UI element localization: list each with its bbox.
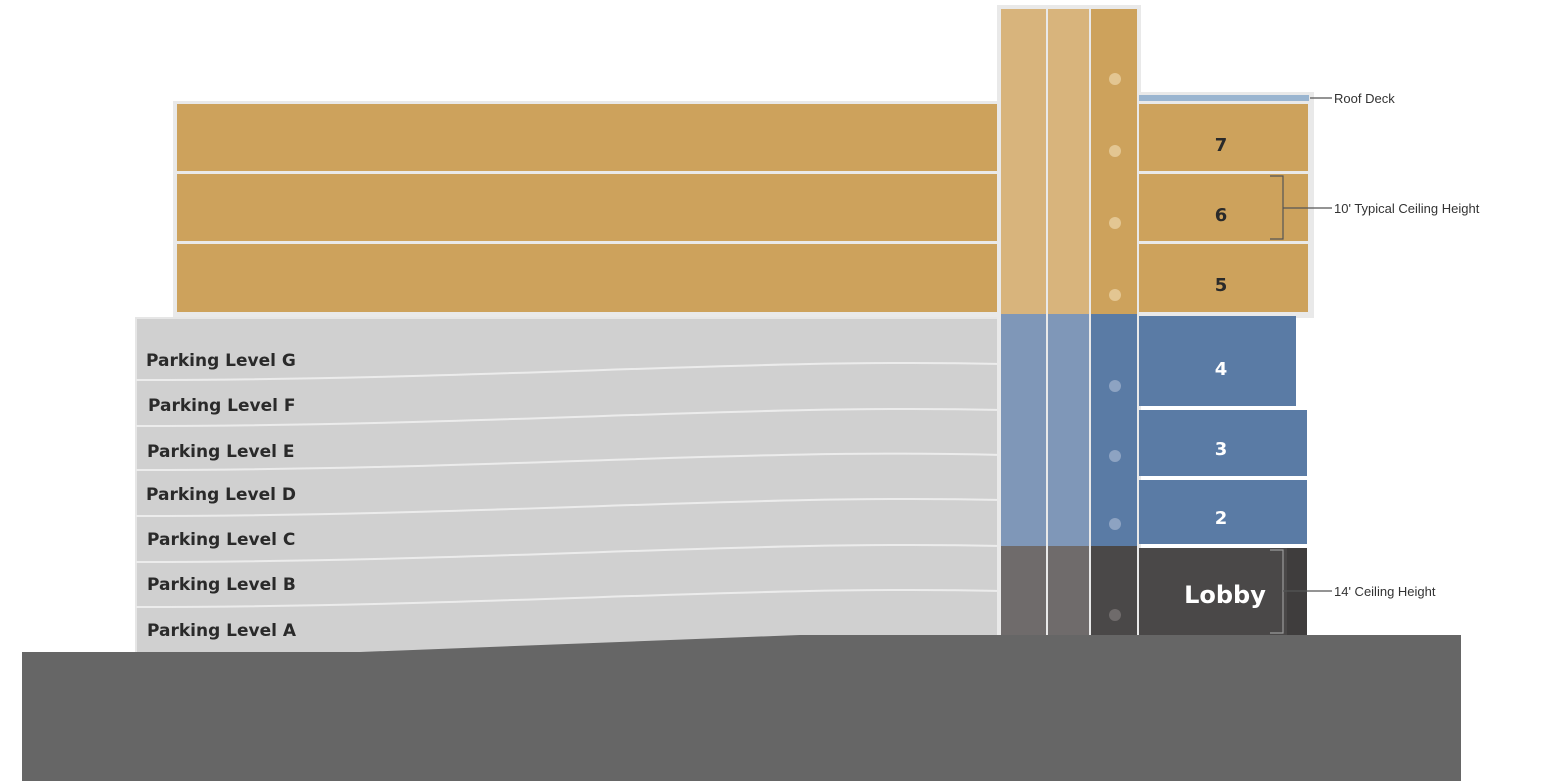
elevator-stop [1109,145,1121,157]
floor-stack: 7 6 5 4 3 2 Lobby [1137,92,1314,636]
elevator-stop [1109,518,1121,530]
core-shaft-lobby [1001,546,1089,636]
lobby-label: Lobby [1184,581,1266,609]
core-shaft-office [1001,314,1089,546]
elevator-stop [1109,73,1121,85]
ramp-line [135,497,1003,517]
callouts: Roof Deck 10' Typical Ceiling Height 14'… [1270,91,1480,634]
residential-wing-floor-6 [177,174,1001,241]
ramp-line [135,361,1003,381]
ramp-line [135,452,1003,471]
floor-5 [1139,244,1308,312]
floor-number: 4 [1215,359,1228,380]
elevator-stop [1109,380,1121,392]
residential-wing-floor-5 [177,244,1001,312]
lobby-ceiling-callout: 14' Ceiling Height [1334,584,1436,599]
parking-level-label: Parking Level D [146,485,296,505]
ramp-line [135,543,1003,563]
floor-number: 5 [1215,275,1228,296]
ramp-line [135,588,1003,608]
floor-2 [1139,480,1307,544]
parking-level-label: Parking Level E [147,442,295,462]
vertical-core [997,5,1141,637]
roof-deck [1139,95,1309,101]
parking-garage: Parking Level G Parking Level F Parking … [135,317,1003,654]
elevator-stop [1109,217,1121,229]
elevator-shaft-lobby [1091,546,1137,636]
elevator-shaft-residential [1091,9,1137,314]
floor-3 [1139,410,1307,476]
parking-level-label: Parking Level B [147,575,296,595]
parking-garage-body [135,317,1003,654]
floor-6 [1139,174,1308,241]
floor-number: 7 [1215,135,1228,156]
lobby-floor-edge [1287,548,1307,636]
residential-wing-floor-7 [177,104,1001,171]
parking-level-label: Parking Level C [147,530,295,550]
core-shaft-residential [1001,9,1089,314]
floor-number: 3 [1215,439,1228,460]
floor-4 [1139,316,1296,406]
roof-deck-callout: Roof Deck [1334,91,1395,106]
parking-level-label: Parking Level A [147,621,297,641]
residential-wing [173,101,1003,317]
parking-level-label: Parking Level G [146,351,296,371]
elevator-stop [1109,609,1121,621]
ramp-line [135,407,1003,427]
elevator-stop [1109,289,1121,301]
elevator-stop [1109,450,1121,462]
floor-number: 6 [1215,205,1228,226]
typical-ceiling-callout: 10' Typical Ceiling Height [1334,201,1480,216]
parking-level-label: Parking Level F [148,396,296,416]
lobby-floor [1139,548,1307,636]
floor-number: 2 [1215,508,1228,529]
floor-7 [1139,104,1308,171]
ground [22,635,1461,781]
elevator-shaft-office [1091,314,1137,546]
